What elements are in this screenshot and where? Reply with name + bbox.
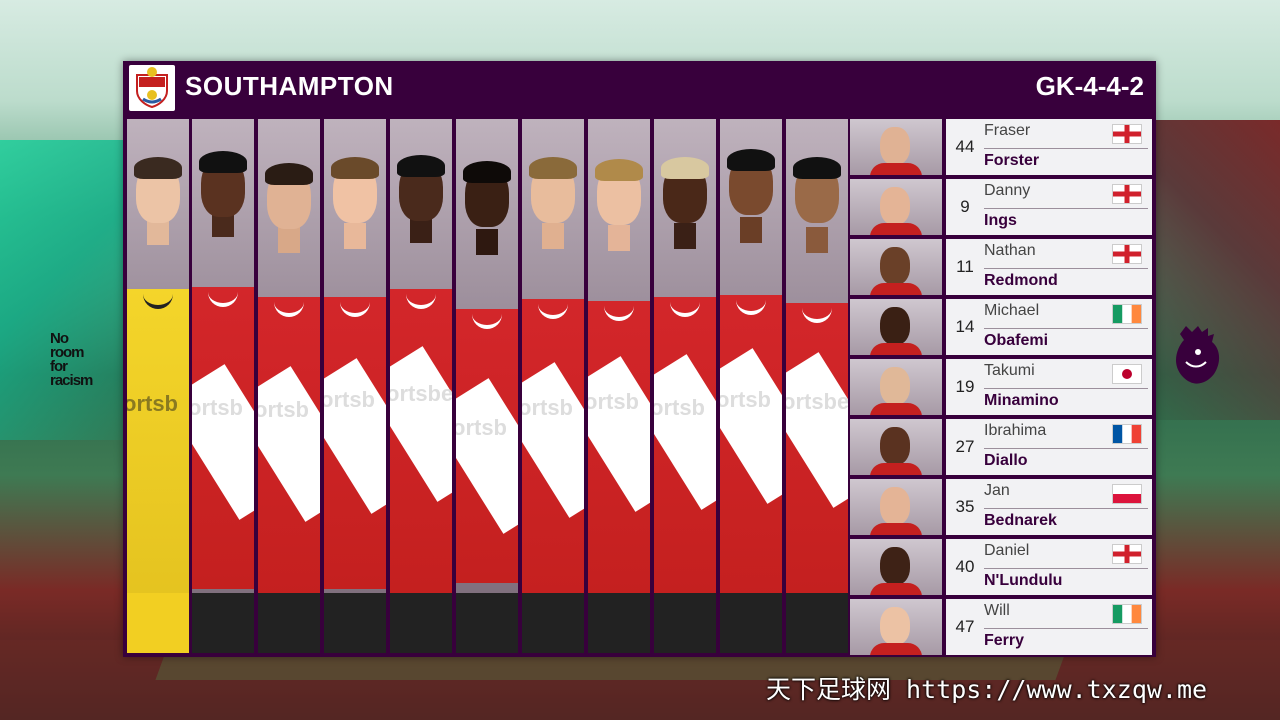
- england-flag-icon: [1112, 544, 1142, 564]
- southampton-crest-icon: [129, 65, 175, 111]
- no-room-for-racism-logo: No room for racism: [50, 330, 93, 389]
- player-strip: ortsb: [456, 119, 518, 653]
- substitutes-list: 44 Fraser Forster 9 Danny Ings: [850, 119, 1152, 655]
- substitute-number: 9: [960, 197, 970, 216]
- substitute-first-name: Nathan: [984, 242, 1036, 259]
- england-flag-icon: [1112, 124, 1142, 144]
- ireland-flag-icon: [1112, 304, 1142, 324]
- player-strip: ortsb: [192, 119, 254, 653]
- substitute-row: 11 Nathan Redmond: [850, 239, 1152, 295]
- substitute-first-name: Jan: [984, 482, 1010, 499]
- formation-label: GK-4-4-2: [1035, 71, 1144, 101]
- player-strip-goalkeeper: ortsb: [127, 119, 189, 653]
- substitute-row: 40 Daniel N'Lundulu: [850, 539, 1152, 595]
- substitute-photo: [850, 179, 942, 235]
- england-flag-icon: [1112, 184, 1142, 204]
- player-strip: ortsb: [522, 119, 584, 653]
- substitute-photo: [850, 119, 942, 175]
- substitute-first-name: Danny: [984, 182, 1031, 199]
- substitute-row: 47 Will Ferry: [850, 599, 1152, 655]
- player-strip: ortsbe: [390, 119, 452, 653]
- ireland-flag-icon: [1112, 604, 1142, 624]
- poland-flag-icon: [1112, 484, 1142, 504]
- player-shirt: ortsbe: [786, 303, 848, 595]
- lineup-header: SOUTHAMPTON GK-4-4-2: [123, 61, 1156, 115]
- england-flag-icon: [1112, 244, 1142, 264]
- substitute-number: 11: [956, 257, 974, 276]
- player-strip: ortsb: [654, 119, 716, 653]
- substitute-last-name: Diallo: [984, 452, 1028, 469]
- substitute-first-name: Will: [984, 602, 1010, 619]
- substitute-number: 47: [955, 617, 975, 636]
- player-shirt: ortsb: [456, 309, 518, 583]
- substitute-photo: [850, 299, 942, 355]
- japan-flag-icon: [1112, 364, 1142, 384]
- substitute-photo: [850, 599, 942, 655]
- substitute-first-name: Takumi: [984, 362, 1035, 379]
- substitute-row: 44 Fraser Forster: [850, 119, 1152, 175]
- player-strip: ortsb: [324, 119, 386, 653]
- player-strip: ortsb: [720, 119, 782, 653]
- player-shirt: ortsb: [324, 297, 386, 589]
- substitute-last-name: Obafemi: [984, 332, 1049, 349]
- substitute-photo: [850, 479, 942, 535]
- substitute-row: 14 Michael Obafemi: [850, 299, 1152, 355]
- site-watermark: 天下足球网 https://www.txzqw.me: [766, 675, 1208, 704]
- substitute-first-name: Fraser: [984, 122, 1031, 139]
- starting-xi: ortsb ortsb ortsb: [127, 119, 848, 653]
- substitute-last-name: Ings: [984, 212, 1017, 229]
- player-strip: ortsb: [258, 119, 320, 653]
- substitute-row: 19 Takumi Minamino: [850, 359, 1152, 415]
- substitute-last-name: Forster: [984, 152, 1040, 169]
- substitute-photo: [850, 419, 942, 475]
- player-strip: ortsbe: [786, 119, 848, 653]
- player-strip: ortsb: [588, 119, 650, 653]
- substitute-first-name: Ibrahima: [984, 422, 1047, 439]
- substitute-last-name: Bednarek: [984, 512, 1057, 529]
- player-shirt: ortsb: [654, 297, 716, 597]
- substitute-last-name: Redmond: [984, 272, 1058, 289]
- lineup-panel: SOUTHAMPTON GK-4-4-2 ortsb ortsb: [123, 61, 1156, 657]
- player-shirt: ortsb: [192, 287, 254, 589]
- player-shirt: ortsb: [522, 299, 584, 613]
- substitute-photo: [850, 239, 942, 295]
- player-shirt: ortsbe: [390, 289, 452, 593]
- substitute-number: 14: [955, 317, 975, 336]
- substitute-photo: [850, 539, 942, 595]
- substitute-first-name: Michael: [984, 302, 1040, 319]
- substitute-number: 19: [955, 377, 975, 396]
- premier-league-lion-icon: [1176, 326, 1220, 384]
- goalkeeper-shirt: ortsb: [127, 289, 189, 653]
- substitute-row: 27 Ibrahima Diallo: [850, 419, 1152, 475]
- player-shirt: ortsb: [720, 295, 782, 603]
- france-flag-icon: [1112, 424, 1142, 444]
- substitute-number: 35: [955, 497, 975, 516]
- substitute-row: 9 Danny Ings: [850, 179, 1152, 235]
- team-name: SOUTHAMPTON: [185, 71, 394, 101]
- substitute-number: 44: [955, 137, 975, 156]
- substitute-first-name: Daniel: [984, 542, 1030, 559]
- player-shirt: ortsb: [588, 301, 650, 597]
- substitute-row: 35 Jan Bednarek: [850, 479, 1152, 535]
- substitute-last-name: N'Lundulu: [984, 572, 1063, 589]
- player-shirt: ortsb: [258, 297, 320, 599]
- substitute-number: 40: [955, 557, 975, 576]
- substitute-last-name: Minamino: [984, 392, 1059, 409]
- substitute-last-name: Ferry: [984, 632, 1025, 649]
- substitute-number: 27: [955, 437, 975, 456]
- stadium-stand-left: [0, 140, 130, 440]
- substitute-photo: [850, 359, 942, 415]
